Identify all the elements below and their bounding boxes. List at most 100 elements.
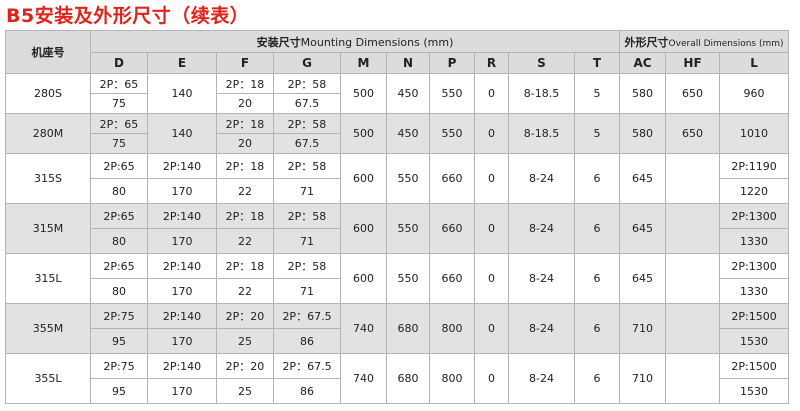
cell-hf: 650 bbox=[665, 113, 721, 154]
cell-s: 8-24 bbox=[508, 203, 575, 254]
cell-d-2p: 2P:65 bbox=[90, 153, 148, 179]
cell-f: 22 bbox=[216, 228, 274, 254]
cell-g: 86 bbox=[273, 328, 341, 354]
cell-n: 550 bbox=[386, 203, 430, 254]
cell-l: 1330 bbox=[719, 228, 790, 254]
cell-d: 95 bbox=[90, 378, 148, 404]
model-cell: 315L bbox=[5, 253, 91, 304]
cell-g-2p: 2P：58 bbox=[273, 113, 341, 134]
cell-f: 25 bbox=[216, 328, 274, 354]
cell-e: 170 bbox=[147, 328, 217, 354]
cell-n: 550 bbox=[386, 253, 430, 304]
model-cell: 355M bbox=[5, 303, 91, 354]
cell-l: 1330 bbox=[719, 278, 790, 304]
cell-e: 170 bbox=[147, 378, 217, 404]
cell-g-2p: 2P：67.5 bbox=[273, 303, 341, 329]
cell-s: 8-24 bbox=[508, 153, 575, 204]
table-row-sub: 80 170 22 71 1330 bbox=[6, 228, 790, 254]
table-row: 280M 2P：65 140 2P：18 2P：58 500 450 550 0 8-18.5 5 5… bbox=[5, 113, 790, 154]
model-cell: 315M bbox=[5, 203, 91, 254]
cell-g-2p: 2P：58 bbox=[273, 73, 341, 94]
cell-r: 0 bbox=[474, 303, 509, 354]
cell-r: 0 bbox=[474, 153, 509, 204]
cell-d: 80 bbox=[90, 228, 148, 254]
cell-m: 500 bbox=[340, 113, 387, 154]
table-row-sub: 80 170 22 71 1330 bbox=[6, 278, 790, 304]
cell-d: 80 bbox=[90, 278, 148, 304]
cell-g: 67.5 bbox=[273, 133, 341, 154]
cell-n: 450 bbox=[386, 113, 430, 154]
cell-t: 6 bbox=[573, 303, 621, 354]
mounting-cn: 安装尺寸 bbox=[256, 35, 301, 49]
table-row: 280S 2P：65 140 2P：18 2P：58 500 450 550 0 8-18.5 5 5… bbox=[5, 73, 790, 114]
table-row-sub: 80 170 22 71 1220 bbox=[6, 178, 790, 204]
cell-r: 0 bbox=[474, 113, 509, 154]
cell-e: 170 bbox=[147, 178, 217, 204]
cell-l: 960 bbox=[719, 73, 790, 114]
cell-f-2p: 2P：20 bbox=[216, 353, 274, 379]
cell-e-2p: 2P:140 bbox=[147, 203, 217, 229]
cell-l: 1530 bbox=[719, 328, 790, 354]
cell-p: 550 bbox=[429, 113, 475, 154]
cell-t: 6 bbox=[573, 253, 621, 304]
cell-f: 25 bbox=[216, 378, 274, 404]
cell-hf: 650 bbox=[665, 73, 721, 114]
cell-hf bbox=[665, 153, 721, 204]
cell-ac: 710 bbox=[619, 353, 667, 404]
cell-ac: 645 bbox=[619, 153, 667, 204]
overall-cn: 外形尺寸 bbox=[624, 35, 669, 49]
cell-l-2p: 2P:1500 bbox=[719, 353, 790, 379]
cell-d-2p: 2P:75 bbox=[90, 353, 148, 379]
cell-t: 5 bbox=[573, 113, 621, 154]
model-cell: 355L bbox=[5, 353, 91, 404]
cell-m: 600 bbox=[340, 153, 387, 204]
cell-t: 5 bbox=[573, 73, 621, 114]
cell-e-2p: 2P:140 bbox=[147, 153, 217, 179]
cell-n: 550 bbox=[386, 153, 430, 204]
column-header-t: T bbox=[573, 52, 621, 74]
overall-en: Overall Dimensions (mm) bbox=[668, 38, 784, 49]
cell-n: 680 bbox=[386, 353, 430, 404]
cell-p: 800 bbox=[429, 353, 475, 404]
cell-l-2p: 2P:1500 bbox=[719, 303, 790, 329]
cell-d-2p: 2P:65 bbox=[90, 203, 148, 229]
cell-m: 740 bbox=[340, 303, 387, 354]
cell-l: 1220 bbox=[719, 178, 790, 204]
column-header-f: F bbox=[216, 52, 274, 74]
cell-p: 660 bbox=[429, 253, 475, 304]
header-overall-dimensions: 外形尺寸Overall Dimensions (mm) bbox=[619, 30, 790, 53]
table-row: 315M 2P:65 2P:140 2P：18 2P：58 600 550 660 0 8-24 6… bbox=[5, 203, 790, 254]
model-cell: 315S bbox=[5, 153, 91, 204]
column-header-m: M bbox=[340, 52, 387, 74]
cell-g-2p: 2P：58 bbox=[273, 153, 341, 179]
cell-s: 8-18.5 bbox=[508, 73, 575, 114]
cell-ac: 580 bbox=[619, 113, 667, 154]
cell-e: 140 bbox=[147, 113, 217, 154]
cell-t: 6 bbox=[573, 153, 621, 204]
cell-e: 140 bbox=[147, 73, 217, 114]
cell-f-2p: 2P：18 bbox=[216, 113, 274, 134]
model-cell: 280M bbox=[5, 113, 91, 154]
cell-g: 71 bbox=[273, 228, 341, 254]
cell-m: 600 bbox=[340, 253, 387, 304]
table-row: 315L 2P:65 2P:140 2P：18 2P：58 600 550 660 0 8-24 6… bbox=[5, 253, 790, 304]
cell-p: 660 bbox=[429, 153, 475, 204]
column-header-l: L bbox=[719, 52, 790, 74]
cell-hf bbox=[665, 203, 721, 254]
cell-m: 740 bbox=[340, 353, 387, 404]
cell-d-2p: 2P：65 bbox=[90, 113, 148, 134]
cell-f-2p: 2P：20 bbox=[216, 303, 274, 329]
page-title: B5安装及外形尺寸（续表） bbox=[6, 5, 250, 27]
table-row: 355M 2P:75 2P:140 2P：20 2P：67.5 740 680 800 0 8-2… bbox=[5, 303, 790, 354]
cell-l-2p: 2P:1300 bbox=[719, 253, 790, 279]
cell-r: 0 bbox=[474, 353, 509, 404]
cell-s: 8-24 bbox=[508, 253, 575, 304]
column-header-n: N bbox=[386, 52, 430, 74]
column-header-s: S bbox=[508, 52, 575, 74]
cell-t: 6 bbox=[573, 353, 621, 404]
cell-e-2p: 2P:140 bbox=[147, 353, 217, 379]
cell-ac: 645 bbox=[619, 253, 667, 304]
cell-m: 500 bbox=[340, 73, 387, 114]
cell-l-2p: 2P:1300 bbox=[719, 203, 790, 229]
cell-f: 22 bbox=[216, 278, 274, 304]
